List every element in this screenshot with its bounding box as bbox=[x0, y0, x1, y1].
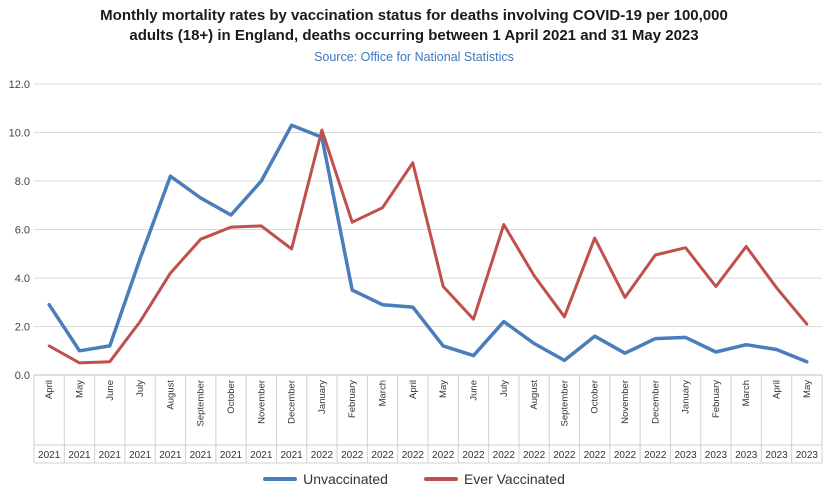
year-tick-label: 2022 bbox=[614, 450, 637, 461]
x-tick-label: August bbox=[165, 380, 176, 410]
y-tick-label: 6.0 bbox=[15, 225, 30, 237]
chart-title: Monthly mortality rates by vaccination s… bbox=[0, 6, 828, 46]
x-tick-label: October bbox=[590, 380, 601, 414]
series-line-unvaccinated bbox=[47, 123, 809, 364]
legend-item-unvaccinated: Unvaccinated bbox=[263, 471, 388, 487]
x-tick-label: November bbox=[256, 380, 267, 424]
year-tick-label: 2021 bbox=[220, 450, 243, 461]
year-tick-label: 2022 bbox=[644, 450, 667, 461]
year-tick-label: 2021 bbox=[68, 450, 91, 461]
x-tick-label: August bbox=[529, 380, 540, 410]
legend-swatch-ever-vaccinated bbox=[423, 477, 458, 481]
x-tick-label: January bbox=[681, 380, 692, 414]
y-tick-label: 12.0 bbox=[9, 79, 30, 91]
x-tick-label: June bbox=[468, 380, 479, 401]
year-tick-label: 2021 bbox=[38, 450, 61, 461]
x-tick-label: March bbox=[741, 380, 752, 406]
x-tick-label: December bbox=[287, 380, 298, 424]
legend-swatch-unvaccinated bbox=[263, 477, 298, 481]
x-tick-label: July bbox=[135, 380, 146, 397]
chart-legend: Unvaccinated Ever Vaccinated bbox=[0, 471, 828, 487]
year-tick-label: 2023 bbox=[735, 450, 758, 461]
chart-title-line-1: Monthly mortality rates by vaccination s… bbox=[100, 7, 728, 24]
year-tick-label: 2022 bbox=[493, 450, 516, 461]
year-tick-label: 2021 bbox=[280, 450, 303, 461]
year-tick-label: 2021 bbox=[129, 450, 152, 461]
y-tick-label: 2.0 bbox=[15, 322, 30, 334]
legend-label-unvaccinated: Unvaccinated bbox=[303, 471, 388, 487]
x-tick-label: April bbox=[408, 380, 419, 399]
x-tick-label: September bbox=[196, 380, 207, 426]
x-tick-label: March bbox=[378, 380, 389, 406]
x-tick-label: July bbox=[499, 380, 510, 397]
year-tick-label: 2023 bbox=[796, 450, 819, 461]
x-tick-label: June bbox=[105, 380, 116, 401]
x-tick-label: February bbox=[347, 380, 358, 418]
year-tick-label: 2022 bbox=[523, 450, 546, 461]
year-tick-label: 2022 bbox=[553, 450, 576, 461]
x-tick-label: October bbox=[226, 380, 237, 414]
x-tick-label: May bbox=[438, 380, 449, 398]
legend-label-ever-vaccinated: Ever Vaccinated bbox=[463, 471, 565, 487]
series-line-ever-vaccinated bbox=[47, 128, 809, 365]
x-tick-label: September bbox=[559, 380, 570, 426]
x-tick-label: May bbox=[802, 380, 813, 398]
x-tick-label: November bbox=[620, 380, 631, 424]
year-tick-label: 2023 bbox=[674, 450, 697, 461]
y-tick-label: 0.0 bbox=[15, 370, 30, 382]
year-tick-label: 2022 bbox=[584, 450, 607, 461]
y-tick-label: 4.0 bbox=[15, 273, 30, 285]
x-tick-label: May bbox=[74, 380, 85, 398]
chart-subtitle: Source: Office for National Statistics bbox=[314, 50, 514, 64]
year-tick-label: 2022 bbox=[462, 450, 485, 461]
x-tick-label: April bbox=[44, 380, 55, 399]
year-tick-label: 2023 bbox=[705, 450, 728, 461]
x-tick-label: December bbox=[650, 380, 661, 424]
x-tick-label: April bbox=[772, 380, 783, 399]
year-tick-label: 2022 bbox=[341, 450, 364, 461]
year-tick-label: 2021 bbox=[190, 450, 213, 461]
y-tick-label: 10.0 bbox=[9, 128, 30, 140]
x-tick-label: February bbox=[711, 380, 722, 418]
year-tick-label: 2022 bbox=[432, 450, 455, 461]
year-tick-label: 2022 bbox=[311, 450, 334, 461]
legend-item-ever-vaccinated: Ever Vaccinated bbox=[423, 471, 565, 487]
year-tick-label: 2021 bbox=[250, 450, 273, 461]
year-tick-label: 2021 bbox=[159, 450, 182, 461]
year-tick-label: 2022 bbox=[371, 450, 394, 461]
year-tick-label: 2021 bbox=[99, 450, 122, 461]
y-tick-label: 8.0 bbox=[15, 176, 30, 188]
year-tick-label: 2023 bbox=[765, 450, 788, 461]
year-tick-label: 2022 bbox=[402, 450, 425, 461]
chart-title-line-2: adults (18+) in England, deaths occurrin… bbox=[129, 27, 699, 44]
x-tick-label: January bbox=[317, 380, 328, 414]
